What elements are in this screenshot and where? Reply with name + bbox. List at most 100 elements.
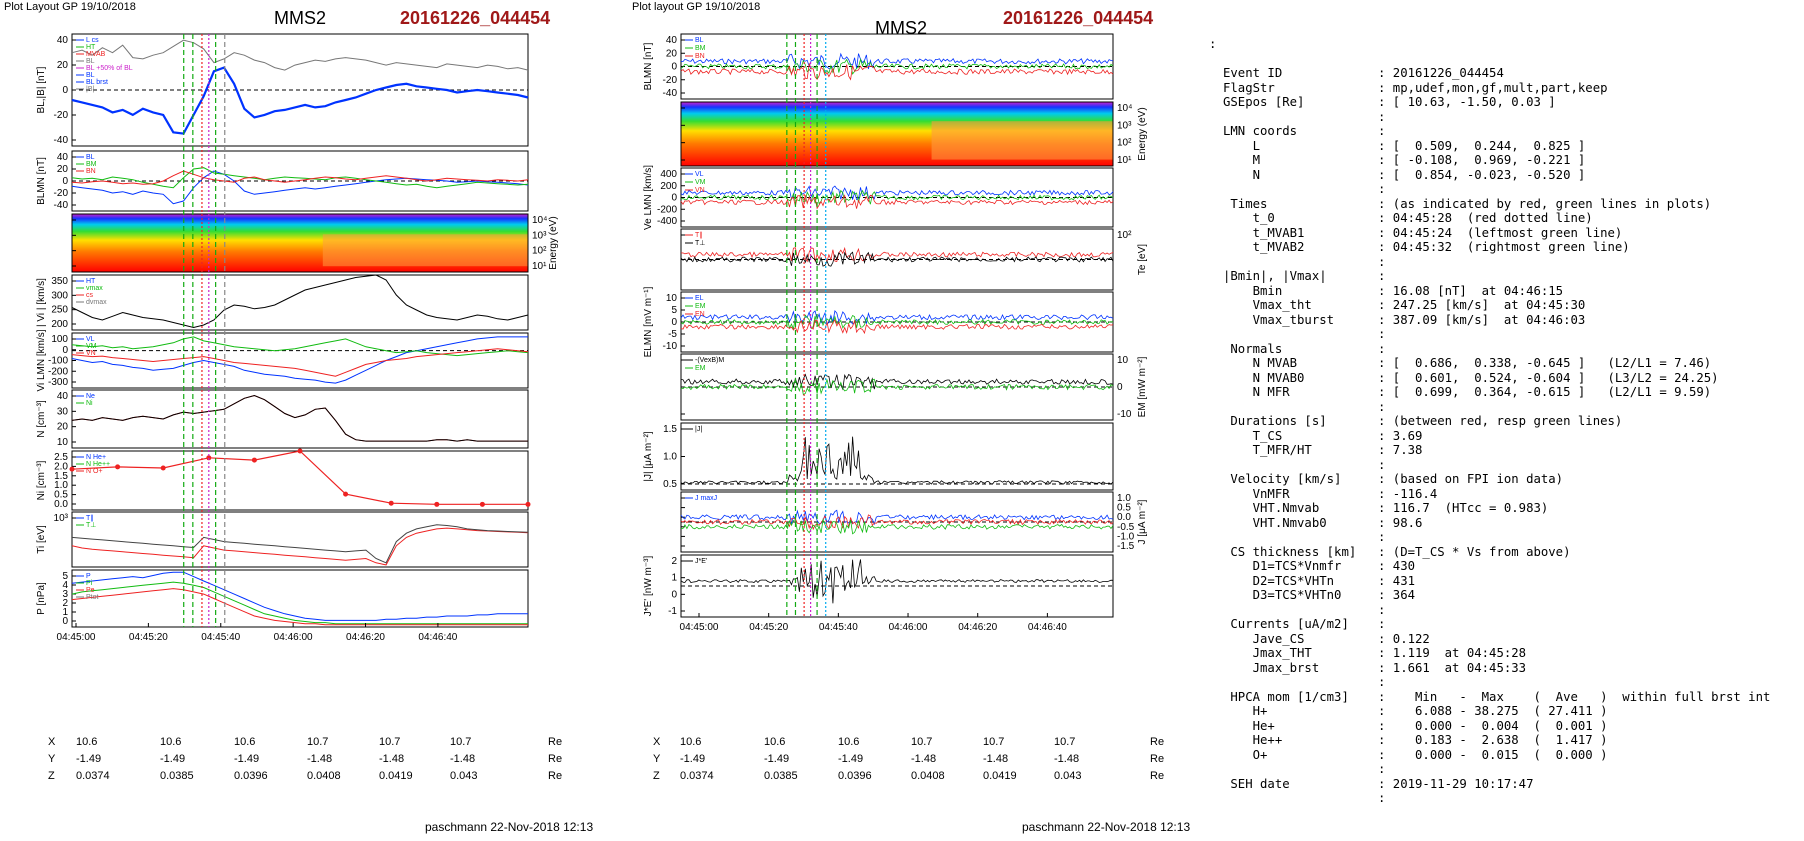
info-line: t_MVAB1: 04:45:24 (leftmost green line) [1223,226,1770,241]
panel-frame [680,101,1114,167]
y-tick-label: 10¹ [532,261,547,272]
mid-spacecraft-title: MMS2 [875,18,928,38]
y-tick-label: 2.0 [54,461,68,472]
y-tick-label: 10³ [54,513,69,524]
y-tick-label: -0.5 [1117,522,1135,533]
info-line: |Bmin|, |Vmax|: [1223,269,1770,284]
info-value: : 16.08 [nT] at 04:46:15 [1378,283,1564,298]
info-line: Durations [s]: (between red, resp green … [1223,414,1770,429]
info-value: : [1378,675,1386,689]
y-tick-label: 0 [671,193,677,204]
info-key: He+ [1223,718,1275,733]
info-line: : [1223,762,1770,777]
y-tick-label: -5 [668,329,677,340]
series-line [680,251,1114,267]
info-key: T_CS [1223,428,1283,443]
legend-entry: T⊥ [695,240,705,247]
info-line: : [1223,675,1770,690]
info-line: : [1223,400,1770,415]
panel-7: 10³ Ti [eV] T∥T⊥ [36,511,529,568]
info-value: : (between red, resp green lines) [1378,414,1623,428]
y-tick-label: 100 [51,334,68,345]
position-unit: Re [548,770,563,782]
info-line: N MFR: [ 0.699, 0.364, -0.615 ] (L2/L1 =… [1223,385,1770,400]
info-line: Jmax_brst: 1.661 at 04:45:33 [1223,661,1770,676]
info-value: : 04:45:24 (leftmost green line) [1378,225,1623,240]
event-info-panel: : Event ID: 20161226_044454 FlagStr: mp,u… [1209,8,1770,806]
info-key: H+ [1223,704,1268,718]
info-value: : 98.6 [1378,515,1423,530]
y-tick-label: 10³ [1117,120,1132,131]
info-line: SEH date: 2019-11-29 10:17:47 [1223,777,1770,792]
series-line [680,62,1114,81]
series-line [680,314,1114,331]
legend-entry: J*E' [695,558,707,565]
y-tick-label: -300 [48,377,68,388]
x-tick-label: 04:45:20 [129,632,168,643]
info-value: : 1.661 at 04:45:33 [1378,660,1527,675]
panel-frame [71,389,529,449]
info-line: M : [ -0.108, 0.969, -0.221 ] [1223,153,1770,168]
position-value: 0.0419 [983,770,1017,782]
info-line: : [1223,327,1770,342]
y-tick-label: -400 [657,216,677,227]
info-key: Bmin [1223,283,1283,298]
info-line: VHT.Nmvab0: 98.6 [1223,516,1770,531]
position-unit: Re [1150,753,1165,765]
info-value: : [1378,530,1386,544]
legend-entry: Pe [86,587,95,594]
panel-frame [71,569,529,628]
position-value: 0.0396 [838,770,872,782]
series-point [479,501,485,507]
info-key: N MVAB0 [1223,370,1305,385]
mid-panel-5: 10 0 -10 EM [mW m⁻²] -(VexB)MEM [680,353,1148,421]
y-tick-label: 1 [62,607,68,618]
info-value: : 431 [1378,573,1416,588]
position-value: 10.7 [1054,736,1076,748]
info-line: Jave_CS: 0.122 [1223,632,1770,647]
series-point [160,465,166,471]
panel-2: 10⁴ 10³ 10² 10¹ Energy (eV) [71,213,559,273]
position-value: 0.0408 [307,770,341,782]
y-tick-label: 5 [62,571,68,582]
info-value: : [ -0.108, 0.969, -0.221 ] [1378,153,1586,167]
info-top-colon: : [1209,37,1217,51]
y-tick-label: 0 [671,589,677,600]
legend-entry: BL +50% of BL [86,65,133,72]
info-key: Velocity [km/s] [1223,472,1342,486]
position-value: -1.48 [1054,753,1080,765]
info-line: HPCA mom [1/cm3]: Min - Max ( Ave ) with… [1223,690,1770,705]
info-line: N MVAB: [ 0.686, 0.338, -0.645 ] (L2/L1 … [1223,356,1770,371]
y-axis-label: | Vi | [km/s] [36,278,47,327]
info-value: : 364 [1378,588,1416,602]
series-line [71,167,529,189]
y-tick-label: 0.5 [1117,503,1131,514]
x-tick-label: 04:46:20 [346,632,385,643]
y-axis-label: Te [eV] [1137,244,1148,275]
info-key: M [1223,153,1261,167]
series-line [71,394,528,442]
info-line: Jmax_THT: 1.119 at 04:45:28 [1223,646,1770,661]
info-line: Bmin : 16.08 [nT] at 04:46:15 [1223,284,1770,299]
info-line: T_CS: 3.69 [1223,429,1770,444]
position-row-label: Y [48,753,56,765]
info-value: : Min - Max ( Ave ) within full brst int [1378,689,1771,704]
y-tick-label: 0 [1117,382,1123,393]
series-point [251,457,257,463]
series-line [680,58,1114,75]
info-value: : [1378,762,1386,776]
series-point [388,500,394,506]
y-tick-label: 0 [62,85,68,96]
info-key: Jmax_THT [1223,646,1312,660]
position-value: 0.043 [450,770,478,782]
info-key: D2=TCS*VHTn [1223,573,1335,588]
series-line [680,189,1114,205]
y-tick-label: -40 [663,88,678,99]
legend-entry: vmax [86,285,103,292]
x-tick-label: 04:46:40 [418,632,457,643]
y-tick-label: 400 [660,169,677,180]
info-value: : [1378,182,1386,196]
series-point [69,466,75,472]
y-tick-label: -1.0 [1117,531,1135,542]
